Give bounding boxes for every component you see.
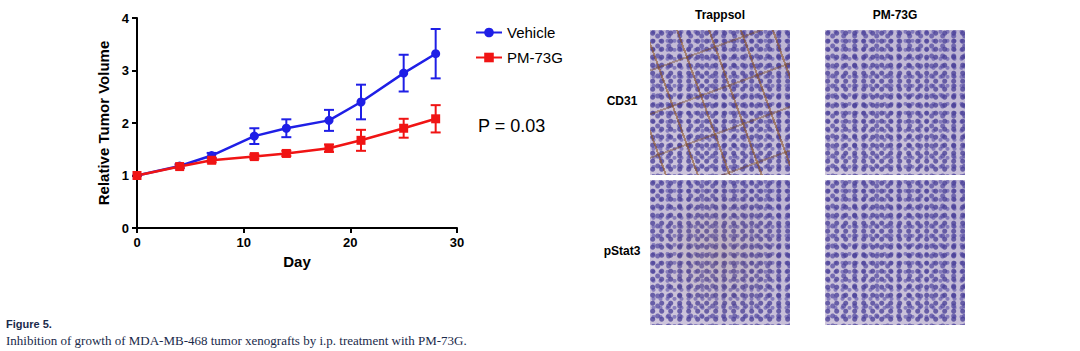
svg-text:3: 3	[122, 63, 129, 78]
svg-text:Day: Day	[283, 253, 311, 270]
svg-text:2: 2	[122, 116, 129, 131]
html-text:Trappsol: Trappsol	[695, 8, 745, 22]
svg-text:Relative Tumor Volume: Relative Tumor Volume	[95, 41, 112, 205]
svg-text:Vehicle: Vehicle	[507, 24, 555, 41]
svg-text:0: 0	[122, 221, 129, 236]
svg-text:P = 0.03: P = 0.03	[478, 116, 545, 136]
html-text:PM-73G: PM-73G	[872, 8, 918, 22]
svg-text:4: 4	[122, 11, 130, 26]
html-text:Figure 5.: Figure 5.	[6, 318, 52, 330]
html-text:Inhibition of growth of MDA-MB: Inhibition of growth of MDA-MB-468 tumor…	[6, 333, 467, 348]
svg-text:1: 1	[122, 168, 129, 183]
svg-text:PM-73G: PM-73G	[507, 49, 563, 66]
svg-text:20: 20	[343, 235, 357, 250]
html-text:CD31: CD31	[606, 94, 638, 108]
svg-text:30: 30	[450, 235, 464, 250]
svg-text:10: 10	[236, 235, 250, 250]
svg-text:0: 0	[133, 235, 140, 250]
html-text:pStat3: pStat3	[603, 244, 641, 258]
